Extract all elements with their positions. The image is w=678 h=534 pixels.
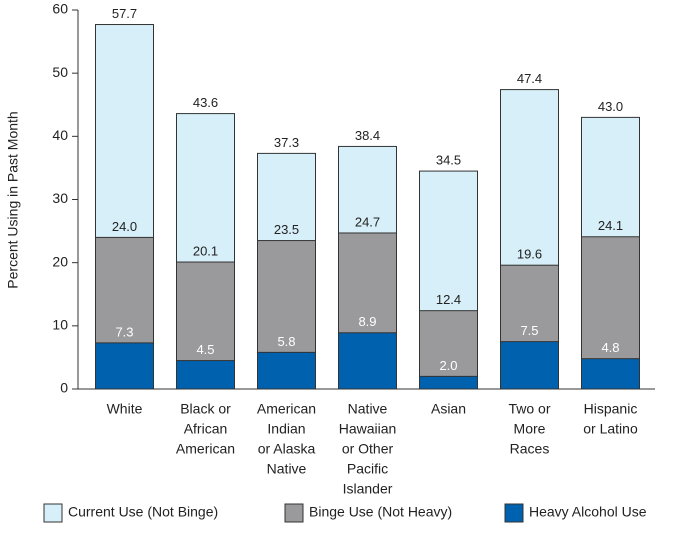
value-label: 19.6	[517, 247, 542, 262]
bar	[581, 358, 640, 390]
y-tick-label: 50	[52, 64, 68, 80]
x-tick-label: Hispanic	[584, 401, 638, 417]
bar	[176, 360, 235, 390]
bar	[95, 342, 154, 390]
legend-label: Current Use (Not Binge)	[68, 504, 218, 520]
x-tick-label: or Alaska	[258, 441, 316, 457]
value-label: 34.5	[436, 153, 461, 168]
legend-swatch	[504, 503, 524, 523]
x-tick-label: Pacific	[347, 461, 388, 477]
bar	[257, 351, 316, 390]
value-label: 57.7	[112, 6, 137, 21]
x-tick-label: American	[176, 441, 235, 457]
value-label: 7.5	[520, 323, 538, 338]
value-label: 5.8	[277, 334, 295, 349]
x-tick-label: or Latino	[583, 421, 638, 437]
x-tick-label: Black or	[180, 401, 231, 417]
x-tick-label: American	[257, 401, 316, 417]
x-tick-label: Asian	[431, 401, 466, 417]
x-tick-label: Races	[510, 441, 550, 457]
x-tick-label: or Other	[342, 441, 394, 457]
value-label: 47.4	[517, 71, 542, 86]
y-tick-label: 0	[60, 380, 68, 396]
legend-swatch	[43, 503, 63, 523]
x-tick-label: Islander	[343, 481, 393, 497]
x-tick-label: White	[107, 401, 143, 417]
value-label: 24.0	[112, 219, 137, 234]
bar	[500, 341, 559, 390]
y-axis-title: Percent Using in Past Month	[5, 111, 21, 288]
x-tick-label: More	[514, 421, 546, 437]
value-label: 24.1	[598, 218, 623, 233]
value-label: 4.5	[196, 342, 214, 357]
y-tick-label: 30	[52, 190, 68, 206]
y-tick-label: 40	[52, 127, 68, 143]
x-tick-label: Hawaiian	[339, 421, 397, 437]
value-label: 20.1	[193, 243, 218, 258]
value-label: 24.7	[355, 214, 380, 229]
y-tick-label: 60	[52, 1, 68, 17]
value-label: 38.4	[355, 128, 380, 143]
value-label: 43.6	[193, 95, 218, 110]
value-label: 2.0	[439, 358, 457, 373]
value-label: 23.5	[274, 222, 299, 237]
legend-label: Heavy Alcohol Use	[529, 504, 647, 520]
y-tick-label: 20	[52, 253, 68, 269]
bar	[419, 375, 478, 390]
value-label: 43.0	[598, 99, 623, 114]
x-tick-label: Native	[267, 461, 307, 477]
y-tick-label: 10	[52, 317, 68, 333]
value-label: 8.9	[358, 314, 376, 329]
value-label: 37.3	[274, 135, 299, 150]
x-tick-label: Indian	[267, 421, 305, 437]
legend-label: Binge Use (Not Heavy)	[309, 504, 452, 520]
value-label: 12.4	[436, 292, 461, 307]
x-tick-label: African	[184, 421, 228, 437]
bar	[338, 332, 397, 390]
value-label: 7.3	[115, 324, 133, 339]
x-tick-label: Native	[348, 401, 388, 417]
value-label: 4.8	[601, 340, 619, 355]
legend-swatch	[284, 503, 304, 523]
x-tick-label: Two or	[508, 401, 550, 417]
